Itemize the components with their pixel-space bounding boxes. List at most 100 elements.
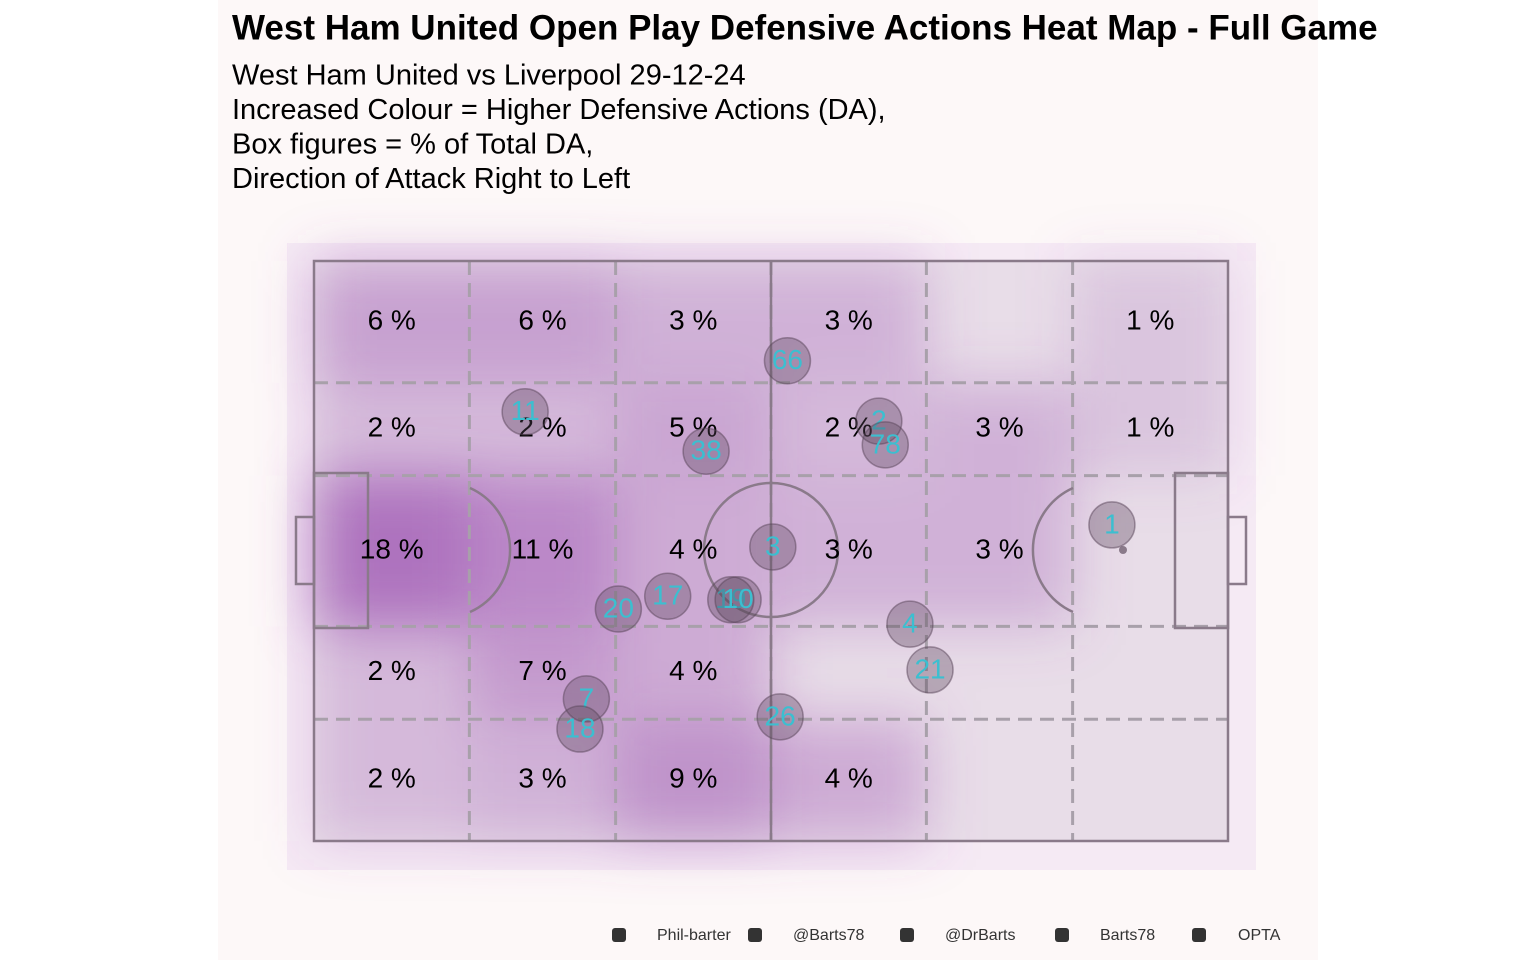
footer-text: @Barts78 [793,927,864,944]
player-marker [756,693,804,741]
zone-label: 3 % [825,304,873,335]
footer: Phil-barter @Barts78 @DrBarts Barts78 OPTA [612,927,1281,944]
player-marker [643,572,692,620]
player-label: 11 [511,395,540,426]
zone-label: 4 % [669,655,717,686]
heat-zone [771,261,927,383]
heat-zone [771,719,927,841]
player-label: 18 [564,712,595,743]
player-marker [556,705,604,753]
player-marker [855,397,903,445]
player-label: 38 [691,435,722,466]
player-label: 78 [870,428,901,459]
player-marker [562,675,611,723]
player-marker [714,575,762,624]
player-label: 17 [652,580,683,611]
player-marker [1088,501,1136,549]
center-circle [702,481,840,619]
player-label: 19 [715,583,746,614]
heat-zone [314,475,470,627]
heat-zone [314,719,470,841]
heat-zone [926,475,1073,627]
zone-label: 2 % [368,655,416,686]
footer-icon [1055,928,1069,942]
heat-zone [469,261,616,383]
footer-icon [612,928,626,942]
zone-grid [314,261,1228,841]
player-label: 4 [902,607,918,638]
subtitle-line: Direction of Attack Right to Left [232,163,630,195]
zone-label: 11 % [512,533,574,564]
zone-label: 9 % [669,762,717,793]
zone-label: 18 % [360,533,424,564]
player-marker [749,523,797,571]
footer-icon [900,928,914,942]
zone-label: 5 % [669,412,717,443]
pitch-markings [294,259,1248,843]
zone-label: 1 % [1126,412,1174,443]
player-marker [886,600,934,648]
heat-zone [469,475,616,627]
zone-labels: 6 % 6 % 3 % 3 % 1 % 2 % 2 % 5 % 2 % 3 % 1 % 18 % 11 … [360,304,1175,793]
heat-zone [615,261,771,383]
player-label: 2 [871,404,887,435]
zone-label: 7 % [518,655,566,686]
heat-zone [469,382,616,476]
footer-text: Barts78 [1100,927,1155,944]
heat-zone [469,719,616,841]
heat-zone [1072,261,1228,383]
footer-text: Phil-barter [657,927,731,944]
footer-icon [1192,928,1206,942]
zone-label: 2 % [368,412,416,443]
left-arc [469,486,512,614]
heat-layer [314,261,1228,841]
player-marker [594,585,643,633]
player-label: 21 [914,653,945,684]
heat-zone [926,382,1073,476]
zone-label: 4 % [669,533,717,564]
right-arc [1031,486,1074,614]
heat-zone [469,626,616,720]
heat-zone [314,382,470,476]
subtitle-line: West Ham United vs Liverpool 29-12-24 [232,60,746,92]
zone-label: 3 % [825,533,873,564]
penalty-spot [1119,546,1127,554]
player-label: 1 [1104,508,1120,539]
subtitle-line: Box figures = % of Total DA, [232,129,593,161]
footer-icon [748,928,762,942]
player-marker [501,388,549,436]
player-label: 3 [765,530,781,561]
subtitle: West Ham United vs Liverpool 29-12-24Inc… [232,60,886,196]
chart-title: West Ham United Open Play Defensive Acti… [232,8,1378,47]
heat-zone [615,719,771,841]
zone-label: 4 % [825,762,873,793]
zone-label: 2 % [825,412,873,443]
heat-zone [771,475,927,627]
player-marker [707,575,755,624]
heat-zone [615,382,771,476]
player-label: 20 [603,592,634,623]
players: 661127838131720191042171826 [501,337,1136,753]
heat-zone [615,475,771,627]
zone-label: 2 % [368,762,416,793]
player-marker [861,421,909,469]
player-marker [763,337,812,385]
footer-text: OPTA [1238,927,1281,944]
zone-label: 3 % [518,762,566,793]
player-marker [682,427,730,475]
zone-label: 3 % [669,304,717,335]
zone-label: 6 % [518,304,566,335]
right-goal [1226,515,1248,586]
left-goal [294,515,316,586]
player-label: 26 [765,700,796,731]
heat-zone [314,261,470,383]
zone-label: 3 % [975,533,1023,564]
heat-zone [314,626,470,720]
player-marker [906,646,954,694]
zone-label: 3 % [975,412,1023,443]
heat-zone [1072,382,1228,476]
player-label: 10 [723,583,754,614]
player-label: 66 [772,344,803,375]
footer-text: @DrBarts [945,927,1015,944]
